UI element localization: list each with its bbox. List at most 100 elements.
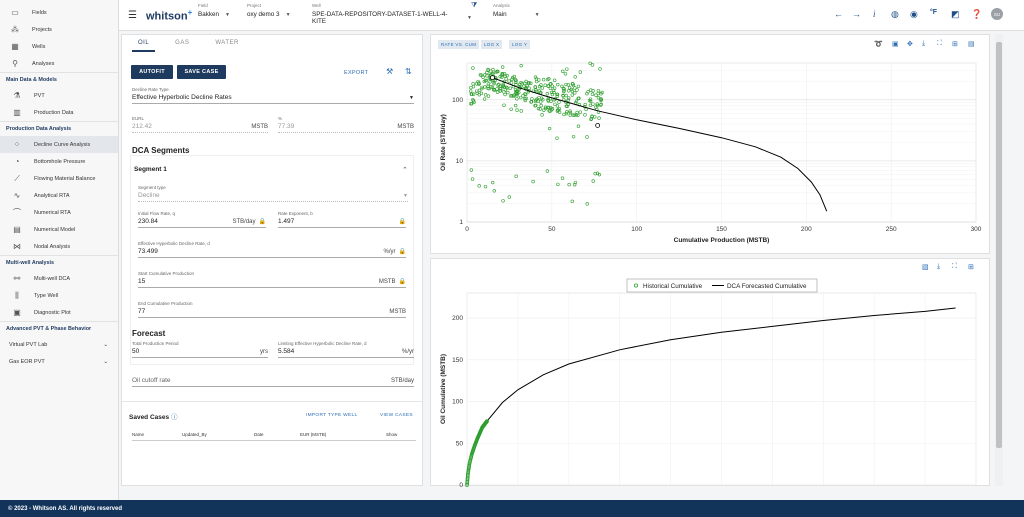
file-icon[interactable]: ▤ [968, 41, 975, 48]
help-icon[interactable]: ❓ [971, 9, 983, 19]
data-point [597, 116, 601, 120]
save-case-button[interactable]: SAVE CASE [177, 65, 226, 79]
sidebar-item-numerical-model[interactable]: ▤ Numerical Model [0, 221, 118, 238]
sidebar-item-wells[interactable]: ▦ Wells [0, 38, 118, 55]
units-icon[interactable]: °F [930, 9, 938, 16]
sidebar-item-production-data[interactable]: ▥ Production Data [0, 104, 118, 121]
sidebar-item-fmb[interactable]: ⟋ Flowing Material Balance [0, 170, 118, 187]
globe-icon[interactable]: ◍ [891, 9, 899, 19]
cumulative-chart[interactable]: 0 50 100 150 200 Oil Cumulative (MSTB) Histori… [431, 259, 991, 487]
exponent-input[interactable]: Rate Exponent, b 1.497 🔒 [278, 211, 406, 228]
data-point [495, 87, 499, 91]
chevron-up-icon[interactable]: ⌃ [402, 167, 408, 174]
analysis-select[interactable]: Analysis Main ▼ [493, 3, 540, 18]
sidebar-item-analytical-rta[interactable]: ∿ Analytical RTA [0, 187, 118, 204]
decline-rate-input[interactable]: Effective Hyperbolic Decline Rate, d 73.… [138, 241, 406, 258]
filter-icon[interactable]: ⧩ [471, 2, 478, 9]
sliders-icon[interactable]: ⇅ [405, 67, 412, 76]
well-select[interactable]: Well SPE-DATA-REPOSITORY-DATASET-1-WELL-… [312, 3, 472, 25]
data-point [501, 199, 505, 203]
data-point [560, 84, 564, 88]
sidebar-item-gas-eor[interactable]: Gas EOR PVT ⌄ [9, 358, 108, 365]
sidebar-item-dca[interactable]: ⁘ Decline Curve Analysis [0, 136, 118, 153]
nodes-icon: ⋈ [13, 242, 21, 251]
feedback-icon[interactable]: ◩ [951, 9, 960, 19]
lasso-icon[interactable]: ➰ [874, 41, 883, 48]
camera-icon[interactable]: ▣ [892, 41, 899, 48]
segment-type-select[interactable]: Segment type Decline ▼ [138, 185, 408, 202]
forecast-cumulative-line [487, 307, 956, 422]
globe-settings-icon[interactable]: ◉ [910, 9, 918, 19]
sidebar-item-virtual-pvt[interactable]: Virtual PVT Lab ⌄ [9, 341, 108, 348]
data-point [488, 80, 492, 84]
sidebar-item-numerical-rta[interactable]: ⌒ Numerical RTA [0, 204, 118, 221]
sidebar-item-type-well[interactable]: ⫼ Type Well [0, 287, 118, 304]
folder-icon: ▭ [11, 8, 19, 17]
export-button[interactable]: EXPORT [344, 70, 369, 76]
sidebar-item-pvt[interactable]: ⚗ PVT [0, 87, 118, 104]
wand-icon[interactable]: ⚒ [386, 67, 394, 76]
tab-water[interactable]: WATER [215, 40, 239, 46]
end-cum-input[interactable]: End Cumulative Production 77 MSTB [138, 301, 406, 318]
caret-down-icon: ▼ [285, 11, 291, 18]
forward-arrow-icon[interactable]: → [852, 9, 861, 19]
import-type-well-button[interactable]: IMPORT TYPE WELL [306, 413, 358, 418]
lock-icon[interactable]: 🔒 [398, 249, 406, 255]
avatar[interactable]: SU [991, 8, 1003, 20]
lock-icon[interactable]: 🔒 [258, 219, 266, 225]
data-point [583, 102, 587, 107]
limit-decline-input[interactable]: Limiting Effective Hyperbolic Decline Ra… [278, 341, 414, 358]
project-select[interactable]: Project oxy demo 3 ▼ [247, 3, 291, 18]
sidebar-item-bhp[interactable]: ◔ Bottomhole Pressure [0, 153, 118, 170]
lock-icon[interactable]: 🔒 [398, 279, 406, 285]
decline-rate-type-select[interactable]: Decline Rate Type Effective Hyperbolic D… [132, 87, 414, 104]
tab-gas[interactable]: GAS [175, 40, 190, 46]
autofit-button[interactable]: AUTOFIT [131, 65, 173, 79]
download-icon[interactable]: ⤓ [937, 263, 941, 270]
dca-settings-panel: OIL GAS WATER AUTOFIT SAVE CASE EXPORT ⚒… [121, 34, 423, 486]
initial-rate-input[interactable]: Initial Flow Rate, q 230.84 STB/day 🔒 [138, 211, 266, 228]
sidebar-item-nodal[interactable]: ⋈ Nodal Analysis [0, 238, 118, 255]
data-point [576, 113, 580, 118]
autoscale-icon[interactable]: ⊞ [952, 41, 958, 48]
data-point [588, 99, 593, 103]
total-period-input[interactable]: Total Production Period 50 yrs [132, 341, 268, 358]
help-circle-icon[interactable]: ⓘ [170, 414, 178, 421]
back-arrow-icon[interactable]: ← [834, 9, 843, 19]
pan-icon[interactable]: ✥ [907, 41, 913, 48]
download-icon[interactable]: ⤓ [922, 40, 926, 47]
scrollbar[interactable] [995, 34, 1003, 486]
data-point [546, 99, 551, 103]
x-tick-label: 250 [886, 226, 897, 233]
scrollbar-thumb[interactable] [996, 42, 1002, 448]
sidebar-item-projects[interactable]: ⁂ Projects [0, 21, 118, 38]
oil-cutoff-input[interactable]: Oil cutoff rate STB/day [132, 375, 414, 387]
sidebar-item-diagnostic[interactable]: ▣ Diagnostic Plot [0, 304, 118, 321]
lock-icon[interactable]: 🔒 [398, 219, 406, 225]
autoscale-icon[interactable]: ⊞ [968, 264, 974, 271]
x-tick-label: 200 [801, 226, 812, 233]
segment-title[interactable]: Segment 1 [134, 166, 167, 173]
start-cum-input[interactable]: Start Cumulative Production 15 MSTB 🔒 [138, 271, 406, 288]
data-point [583, 113, 587, 117]
field-select[interactable]: Field Bakken ▼ [198, 3, 230, 18]
menu-icon[interactable]: ☰ [128, 10, 137, 21]
type-well-icon: ⫼ [15, 290, 19, 300]
zoom-icon[interactable]: ⛶ [952, 263, 957, 270]
data-point [500, 75, 504, 79]
view-cases-button[interactable]: VIEW CASES [380, 413, 413, 418]
log-x-toggle[interactable]: LOG X [481, 40, 503, 49]
sidebar-item-fields[interactable]: ▭ Fields [0, 4, 118, 21]
rate-vs-cum-toggle[interactable]: RATE VS. CUM [438, 40, 480, 49]
sidebar-item-multiwell-dca[interactable]: ⚯ Multi-well DCA [0, 270, 118, 287]
log-y-toggle[interactable]: LOG Y [509, 40, 531, 49]
info-icon[interactable]: i [873, 9, 876, 19]
sidebar-item-analyses[interactable]: ⚲ Analyses [0, 55, 118, 72]
data-point [547, 126, 552, 131]
image-icon[interactable]: ▧ [922, 264, 929, 271]
rate-vs-cum-chart[interactable]: 0 50 100 150 200 250 300 1 10 100 Cumulative Produ… [431, 35, 991, 255]
data-point [479, 73, 484, 77]
tab-oil[interactable]: OIL [132, 38, 156, 52]
data-point [543, 83, 547, 87]
zoom-icon[interactable]: ⛶ [937, 40, 942, 47]
